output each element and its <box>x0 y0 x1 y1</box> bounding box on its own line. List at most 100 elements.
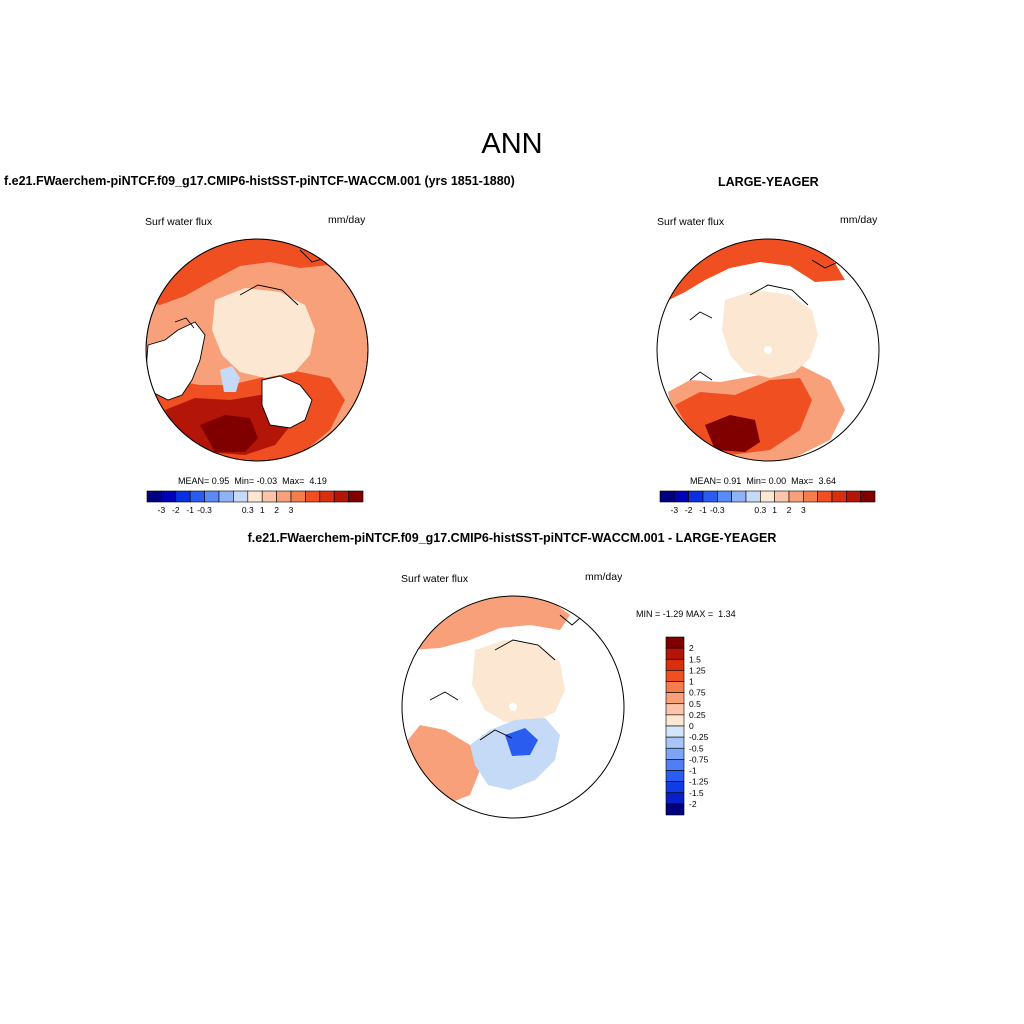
panel1-colorbar-box <box>276 490 292 503</box>
panel1-colorbar-tick-label: 2 <box>274 505 279 515</box>
diff-negative-strong <box>505 728 538 756</box>
panel1-colorbar-tick-label: -1 <box>186 505 194 515</box>
panel1-land-eurasia <box>261 375 313 429</box>
panel2-colorbar-box <box>788 490 804 503</box>
panel2-colorbar-box <box>659 490 675 503</box>
diff-colorbar-tick-label: 0.75 <box>689 688 706 698</box>
panel1-colorbar-box <box>218 490 234 503</box>
diff-colorbar-box <box>665 759 685 771</box>
panel2-colorbar-tick-label: 2 <box>787 505 792 515</box>
diff-colorbar-tick-label: 0.5 <box>689 699 701 709</box>
diff-colorbar-box <box>665 725 685 738</box>
panel2-colorbar-tick-label: 1 <box>772 505 777 515</box>
diff-colorbar-box <box>665 703 685 716</box>
panel1-variable-label: Surf water flux <box>145 216 213 228</box>
panel2-stats: MEAN= 0.91 Min= 0.00 Max= 3.64 <box>690 476 836 486</box>
panel1-colorbar-tick-label: -0.3 <box>197 505 212 515</box>
diff-colorbar-tick-label: -1.25 <box>689 777 709 787</box>
panel2-colorbar-box <box>803 490 818 503</box>
panel2-colorbar-tick-label: -1 <box>699 505 707 515</box>
diff-colorbar-box <box>665 803 685 816</box>
panel2-arctic-low <box>722 290 818 378</box>
panel2-colorbar-tick-label: 3 <box>801 505 806 515</box>
panel2-colorbar-box <box>846 490 861 503</box>
diff-minmax: MIN = -1.29 MAX = 1.34 <box>636 609 736 619</box>
panel2-colorbar-box <box>817 490 833 503</box>
panel1-colorbar-box <box>333 490 349 503</box>
diff-coastline <box>429 614 581 741</box>
diff-colorbar-tick-label: -0.75 <box>689 754 709 764</box>
panel1-units-label: mm/day <box>328 214 366 226</box>
diff-colorbar-box <box>665 670 685 682</box>
diff-colorbar-box <box>665 681 685 693</box>
diff-colorbar-tick-label: -1 <box>689 766 697 776</box>
diff-colorbar-tick-label: 0 <box>689 721 694 731</box>
panel1-colorbar-tick-label: -3 <box>158 505 166 515</box>
panel1-colorbar-tick-label: 0.3 <box>242 505 254 515</box>
panel1-ocean-peak <box>200 415 258 452</box>
diff-colorbar-box <box>665 792 685 805</box>
panel1-colorbar-box <box>146 490 162 503</box>
figure-title: ANN <box>481 128 543 160</box>
panel1-negative-patch <box>220 366 240 392</box>
panel2-colorbar-box <box>774 490 790 503</box>
panel2-ocean-peak <box>705 415 760 452</box>
diff-colorbar-box <box>665 658 685 671</box>
panel1-colorbar-tick-label: 3 <box>289 505 294 515</box>
panel2-colorbar-tick-label: -2 <box>685 505 693 515</box>
panel1-colorbar-box <box>290 490 306 503</box>
diff-variable-label: Surf water flux <box>401 573 469 585</box>
panel2-map-border <box>656 238 880 462</box>
diff-colorbar-tick-label: -1.5 <box>689 788 704 798</box>
panel2-colorbar-tick-label: -3 <box>671 505 679 515</box>
panel2-colorbar-box <box>745 490 761 503</box>
diff-colorbar-tick-label: 1 <box>689 677 694 687</box>
diff-map <box>402 596 624 818</box>
panel1-colorbar-box <box>261 490 277 503</box>
panel1-colorbar-box <box>305 490 321 503</box>
panel1-colorbar-box <box>175 490 191 503</box>
panel2-colorbar-box <box>831 490 847 503</box>
panel1-colorbar-tick-label: -2 <box>172 505 180 515</box>
panel2-colorbar-box <box>760 490 775 503</box>
panel1-colorbar-box <box>189 490 205 503</box>
diff-colorbar-tick-label: 1.5 <box>689 654 701 664</box>
panel2-colorbar-box <box>674 490 689 503</box>
panel2-variable-label: Surf water flux <box>657 216 725 228</box>
panel1-colorbar-box <box>161 490 177 503</box>
diff-colorbar-box <box>665 647 685 660</box>
panel1-arctic-low <box>212 288 315 378</box>
diff-colorbar-tick-label: 2 <box>689 643 694 653</box>
diff-colorbar-box <box>665 781 685 794</box>
diff-colorbar-box <box>665 747 685 760</box>
diff-colorbar: 21.51.2510.750.50.250-0.25-0.5-0.75-1-1.… <box>665 636 709 816</box>
diff-colorbar-box <box>665 714 685 727</box>
panel1-colorbar-box <box>204 490 220 503</box>
diff-panel-title: f.e21.FWaerchem-piNTCF.f09_g17.CMIP6-his… <box>247 531 777 545</box>
panel1-map-border <box>145 238 369 462</box>
panel2-colorbar-box <box>688 490 704 503</box>
diff-colorbar-box <box>665 770 685 782</box>
diff-units-label: mm/day <box>585 571 623 583</box>
panel2-colorbar-box <box>717 490 732 503</box>
diff-colorbar-tick-label: -0.25 <box>689 732 709 742</box>
panel1-colorbar: -3 -2 -1 -0.3 0.3 1 2 3 <box>146 490 364 515</box>
panel2-units-label: mm/day <box>840 214 878 226</box>
panel1-stats: MEAN= 0.95 Min= -0.03 Max= 4.19 <box>178 476 327 486</box>
diff-pole-hole <box>509 703 517 711</box>
panel2-map <box>657 239 879 461</box>
panel2-colorbar-box <box>860 490 876 503</box>
diff-colorbar-box <box>665 636 685 649</box>
panel2-colorbar: -3 -2 -1 -0.3 0.3 1 2 3 <box>659 490 876 515</box>
diff-colorbar-box <box>665 692 685 705</box>
panel2-colorbar-tick-label: 0.3 <box>754 505 766 515</box>
panel1-colorbar-box <box>233 490 249 503</box>
diff-colorbar-tick-label: -0.5 <box>689 743 704 753</box>
panel1-title: f.e21.FWaerchem-piNTCF.f09_g17.CMIP6-his… <box>4 174 515 188</box>
panel1-map <box>146 239 368 461</box>
diff-colorbar-tick-label: 0.25 <box>689 710 706 720</box>
panel2-pole-hole <box>764 346 772 354</box>
panel1-colorbar-tick-label: 1 <box>260 505 265 515</box>
diff-colorbar-tick-label: 1.25 <box>689 665 706 675</box>
